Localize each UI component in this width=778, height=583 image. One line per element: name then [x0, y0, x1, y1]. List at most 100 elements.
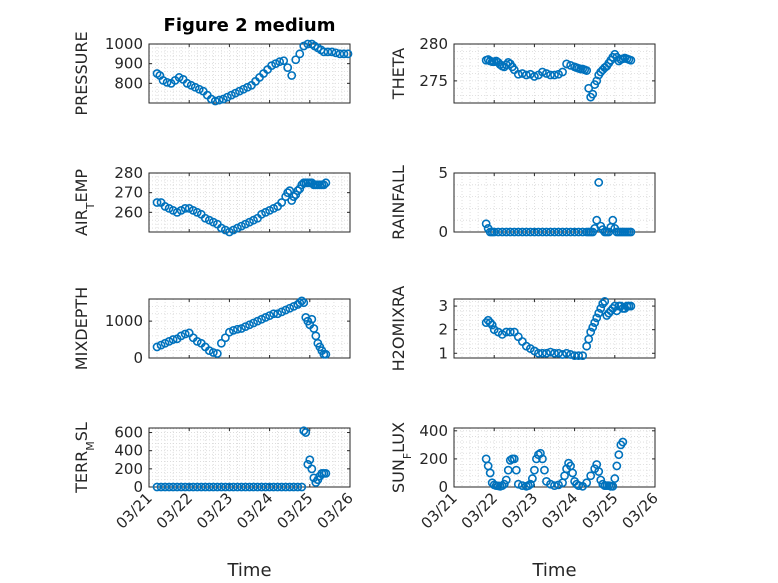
data-point [293, 482, 303, 492]
y-axis-label: THETA [389, 48, 408, 100]
data-point [188, 482, 198, 492]
data-point [596, 304, 606, 313]
data-point [562, 227, 571, 237]
data-point [156, 482, 166, 492]
data-point [562, 348, 571, 358]
y-axis-label: SUNFLUX [389, 422, 414, 493]
data-point [521, 227, 531, 237]
data-point [273, 482, 283, 492]
data-point [592, 313, 602, 323]
y-tick-label: 0 [133, 478, 143, 496]
data-point [319, 180, 329, 190]
grid [453, 43, 656, 104]
subplot-sun-flux: 0200400SUNFLUX03/2103/2203/2303/2403/250… [389, 422, 662, 581]
data-point [546, 227, 555, 237]
subplot-h2omixra: 1 2 3 H2OMIXRA [389, 286, 656, 372]
axes-box [148, 298, 351, 359]
y-tick-label: 2 [438, 321, 448, 339]
data-point [245, 482, 254, 492]
subplot-rainfall: 0 5 RAINFALL [389, 164, 656, 241]
y-tick-label: 200 [114, 460, 143, 478]
data-point [307, 464, 317, 474]
data-point [538, 454, 547, 464]
data-point [323, 47, 333, 57]
data-point [180, 203, 190, 213]
data-point [277, 482, 287, 492]
data-point [216, 338, 226, 348]
data-point [626, 55, 636, 65]
y-tick-label: 600 [114, 424, 143, 442]
data-point [180, 329, 190, 339]
data-point [229, 325, 238, 335]
data-point [327, 47, 337, 57]
data-point [542, 227, 551, 237]
axes-box [148, 43, 351, 104]
y-tick-label: 280 [419, 35, 448, 53]
data-point [600, 296, 610, 306]
data-point [532, 454, 541, 464]
data-point [521, 70, 531, 80]
data-point [489, 227, 499, 237]
y-axis-label: H2OMIXRA [389, 286, 408, 372]
data-point [517, 227, 527, 237]
data-point [212, 349, 222, 358]
data-point [269, 482, 279, 492]
data-point [610, 301, 620, 311]
data-point [594, 467, 604, 476]
data-point [574, 351, 584, 361]
data-point [530, 72, 539, 81]
data-point [289, 482, 299, 492]
data-point [550, 481, 559, 490]
data-point [277, 198, 287, 207]
data-point [546, 479, 555, 489]
data-point [162, 77, 172, 87]
data-point [152, 482, 162, 492]
data-point [540, 465, 549, 475]
x-axis-label: Time [226, 560, 271, 581]
data-point [574, 227, 584, 237]
data-point [562, 59, 571, 69]
data-point [257, 482, 266, 492]
data-series [481, 437, 628, 491]
x-tick-label: 03/22 [458, 489, 501, 532]
plot-area [149, 44, 350, 103]
data-point [275, 57, 285, 67]
data-point [542, 348, 551, 358]
axes-box [148, 172, 351, 233]
data-point [493, 227, 503, 237]
data-point [588, 89, 598, 99]
y-axis-label: RAINFALL [389, 165, 408, 240]
x-tick-label: 03/26 [619, 489, 662, 532]
data-point [501, 475, 511, 485]
data-point [321, 349, 331, 359]
data-point [570, 227, 579, 237]
data-point [269, 309, 279, 319]
x-tick-label: 03/23 [193, 489, 236, 532]
chart-title: Figure 2 medium [164, 15, 336, 36]
data-point [283, 188, 293, 198]
data-point [299, 426, 309, 436]
data-point [503, 465, 513, 475]
data-point [299, 298, 309, 308]
data-point [586, 327, 596, 337]
data-point [550, 348, 559, 358]
y-tick-label: 400 [419, 422, 448, 440]
y-tick-label: 1000 [105, 35, 143, 53]
y-tick-label: 0 [438, 478, 448, 496]
data-point [610, 474, 620, 483]
data-series [152, 296, 331, 359]
y-axis-label: MIXDEPTH [72, 287, 91, 370]
y-tick-label: 275 [419, 72, 448, 90]
data-point [295, 298, 305, 308]
data-point [319, 47, 329, 57]
data-point [612, 461, 622, 471]
data-point [501, 227, 511, 237]
data-point [501, 327, 511, 337]
data-point [594, 178, 604, 187]
y-tick-label: 800 [114, 74, 143, 92]
data-point [566, 227, 575, 237]
data-point [538, 348, 547, 358]
